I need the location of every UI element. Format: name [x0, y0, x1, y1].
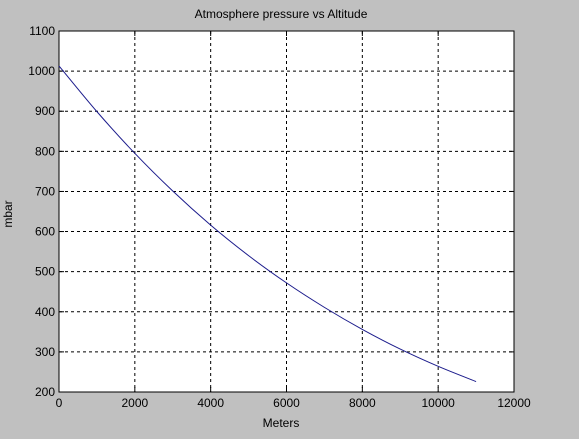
y-tick-label: 1000	[28, 64, 55, 78]
axes	[58, 30, 515, 393]
series-line-0	[58, 65, 477, 383]
y-tick-label: 500	[35, 265, 55, 279]
y-axis-label: mbar	[1, 200, 15, 227]
x-tick-label: 0	[56, 396, 63, 410]
grid-lines	[59, 31, 514, 392]
y-tick-label: 600	[35, 225, 55, 239]
x-tick-label: 8000	[349, 396, 376, 410]
x-tick-label: 10000	[421, 396, 455, 410]
axes-frame	[58, 30, 515, 393]
x-tick-label: 2000	[121, 396, 148, 410]
x-tick-label: 4000	[197, 396, 224, 410]
chart-title: Atmosphere pressure vs Altitude	[195, 7, 368, 21]
y-tick-label: 800	[35, 144, 55, 158]
y-tick-label: 200	[35, 385, 55, 399]
tick-labels: 0 2000 4000 6000 8000 10000 12000 200 300 400 500 6…	[28, 24, 531, 410]
x-tick-label: 6000	[273, 396, 300, 410]
y-tick-label: 400	[35, 305, 55, 319]
y-tick-label: 300	[35, 345, 55, 359]
x-tick-label: 12000	[497, 396, 531, 410]
y-tick-label: 700	[35, 184, 55, 198]
series-lines	[58, 65, 477, 383]
x-axis-label: Meters	[263, 416, 300, 430]
y-tick-label: 1100	[29, 24, 55, 38]
y-tick-label: 900	[35, 104, 55, 118]
